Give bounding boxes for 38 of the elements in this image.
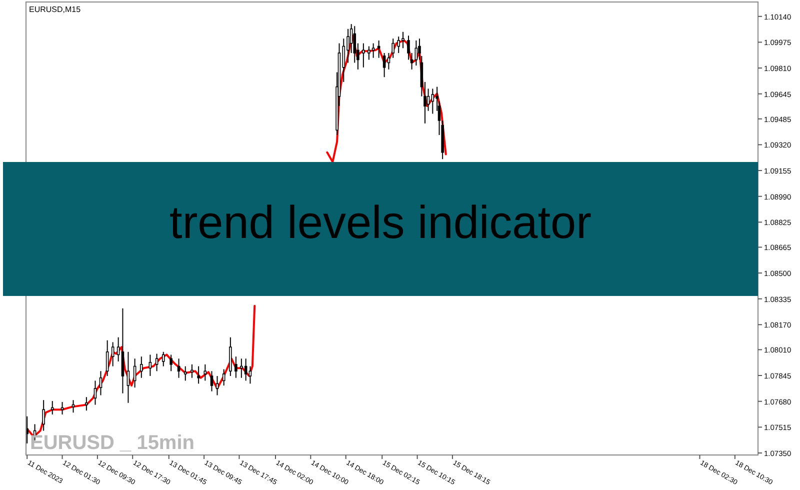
- annotation: EURUSD _ 15min: [30, 432, 194, 454]
- candlestick: [387, 52, 390, 70]
- candlestick: [140, 356, 143, 378]
- candlestick: [392, 38, 394, 58]
- candlestick: [244, 358, 248, 382]
- candlestick: [234, 356, 238, 378]
- candlestick: [382, 52, 386, 78]
- candlestick: [197, 366, 200, 384]
- candlestick: [426, 88, 430, 112]
- candlestick: [111, 342, 114, 367]
- candlestick: [162, 351, 165, 367]
- candlestick: [99, 370, 102, 396]
- candlestick: [210, 370, 214, 392]
- candlestick: [94, 380, 97, 406]
- candlestick: [204, 364, 207, 382]
- candlestick: [116, 336, 120, 362]
- candlestick: [216, 375, 219, 396]
- candlestick: [240, 358, 243, 378]
- candlestick: [431, 88, 434, 114]
- candlestick: [190, 364, 194, 378]
- candlestick: [126, 351, 130, 404]
- candlestick: [368, 46, 370, 60]
- candlestick: [60, 401, 64, 415]
- candlestick: [148, 354, 152, 376]
- candlestick: [248, 366, 252, 384]
- candlestick: [106, 340, 109, 376]
- candlestick: [170, 354, 172, 372]
- candlestick: [222, 368, 226, 386]
- text: trend levels indicator: [170, 196, 592, 248]
- candlestick: [177, 358, 180, 378]
- candlestick: [155, 353, 158, 372]
- candlestick: [377, 40, 380, 58]
- candlestick: [184, 366, 187, 382]
- candlestick: [50, 400, 54, 415]
- chart-subtitle: EURUSD,M15: [29, 5, 82, 14]
- candlestick: [85, 396, 88, 412]
- candlestick: [42, 400, 45, 432]
- candlestick: [362, 42, 365, 68]
